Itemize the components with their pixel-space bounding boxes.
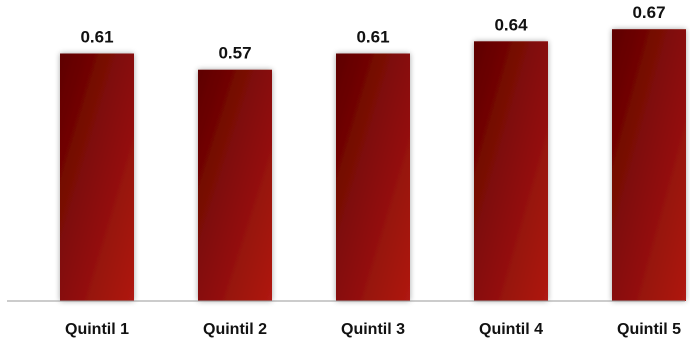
value-labels-layer: 0.61 0.57 0.61 0.64 0.67: [80, 3, 665, 63]
bar-3: [336, 53, 410, 301]
value-label-5: 0.67: [632, 3, 665, 22]
category-label-5: Quintil 5: [617, 321, 681, 338]
value-label-4: 0.64: [494, 15, 528, 34]
category-label-4: Quintil 4: [479, 321, 543, 338]
value-label-3: 0.61: [356, 28, 389, 47]
bar-4: [474, 41, 548, 302]
bar-1: [60, 53, 134, 301]
category-label-2: Quintil 2: [203, 321, 267, 338]
bars-layer: [60, 29, 686, 302]
category-label-3: Quintil 3: [341, 321, 405, 338]
bar-2: [198, 69, 272, 301]
value-label-1: 0.61: [80, 28, 113, 47]
category-label-1: Quintil 1: [65, 321, 129, 338]
category-labels-layer: Quintil 1 Quintil 2 Quintil 3 Quintil 4 Quin…: [65, 321, 681, 338]
bar-5: [612, 29, 686, 301]
value-label-2: 0.57: [218, 44, 251, 63]
